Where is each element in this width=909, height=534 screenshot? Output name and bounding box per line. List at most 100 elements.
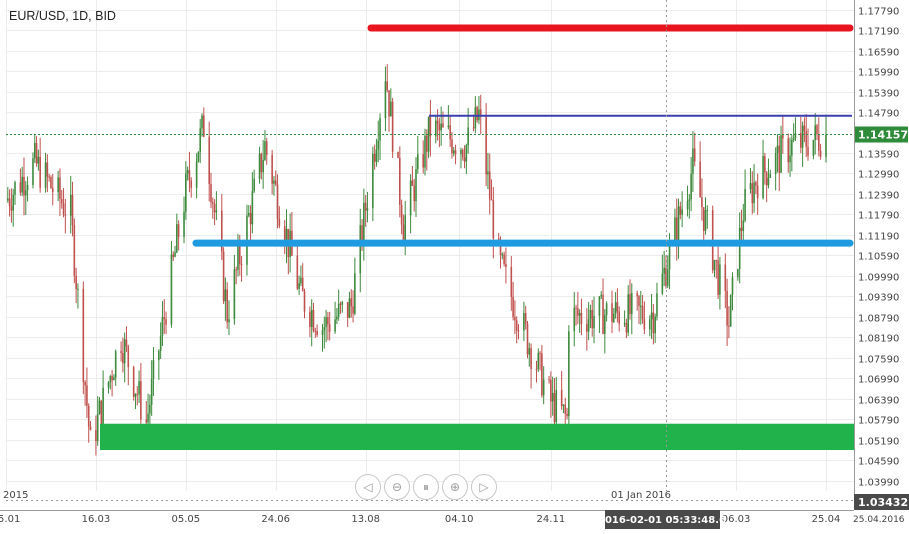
candle-body [517, 330, 520, 332]
candle [578, 309, 581, 333]
candle [310, 299, 313, 347]
candle-body [740, 227, 743, 231]
chevron-right-icon[interactable]: ▷ [471, 474, 497, 500]
candle [60, 189, 63, 209]
candle [753, 164, 755, 213]
candle [14, 180, 16, 205]
candle [663, 250, 665, 287]
candle [677, 198, 680, 259]
candle [75, 267, 77, 304]
candle-body [681, 209, 683, 215]
candle [454, 144, 457, 165]
candle-body [476, 107, 478, 121]
support-zone-green[interactable] [100, 423, 854, 451]
candle [562, 404, 565, 414]
candle [438, 117, 441, 148]
candle [501, 252, 504, 260]
candle [384, 66, 387, 132]
candle-body [751, 183, 754, 204]
candle-body [562, 404, 565, 407]
candle-body [69, 194, 72, 216]
candle [693, 132, 696, 167]
candle-body [59, 177, 61, 199]
candle [188, 151, 191, 193]
zoom-out-icon[interactable]: ⊖ [384, 474, 410, 500]
reset-zoom-icon[interactable]: ⏸ [413, 474, 439, 500]
candle [711, 205, 714, 274]
candle [755, 180, 757, 195]
candle-body [701, 197, 703, 208]
candle [203, 107, 205, 138]
candle-body [541, 353, 543, 396]
candle [765, 171, 768, 203]
candle [436, 109, 439, 141]
current-date-label: 25.04.2016 [853, 515, 905, 525]
candle-body [774, 152, 777, 174]
candle-body [434, 120, 437, 137]
candle-body [643, 319, 646, 330]
candle [379, 113, 381, 161]
candle-body [233, 269, 236, 320]
candle-body [474, 107, 477, 129]
price-tick-label: 1.04590 [858, 457, 899, 468]
candle-body [348, 298, 351, 318]
candle [717, 246, 719, 300]
candle-body [274, 180, 277, 185]
candle [125, 326, 128, 352]
candle-body [262, 160, 264, 173]
candle-body [384, 81, 387, 119]
candle-body [492, 200, 495, 239]
candle [6, 186, 9, 203]
candle-body [37, 156, 40, 164]
candle-body [19, 182, 22, 193]
candle-body [411, 180, 414, 186]
candle-body [136, 393, 139, 395]
candle [400, 199, 403, 235]
candle [674, 208, 676, 245]
candle-body [627, 294, 629, 333]
chevron-left-icon[interactable]: ◁ [355, 474, 381, 500]
candle [220, 194, 223, 260]
candle [593, 296, 595, 344]
candle [262, 140, 264, 189]
candle [515, 316, 518, 344]
candle [756, 173, 759, 215]
candle [158, 349, 160, 381]
candle [587, 302, 590, 341]
candle [210, 172, 212, 209]
price-tick-label: 1.12390 [858, 191, 899, 202]
candle [726, 278, 728, 346]
candle [738, 212, 741, 284]
candle [176, 213, 178, 254]
candle-body [176, 224, 178, 253]
candle-body [613, 313, 615, 322]
candle-body [553, 392, 556, 423]
candle-body [165, 319, 167, 325]
candle [271, 149, 273, 195]
candle [769, 169, 772, 179]
candle-body [132, 367, 135, 397]
candle-body [337, 303, 340, 317]
candle-body [769, 173, 772, 178]
candle [346, 302, 349, 327]
candle [37, 149, 40, 171]
candle [611, 290, 613, 334]
year-label: 01 Jan 2016 [611, 490, 671, 501]
candle-body [400, 204, 403, 225]
candle [792, 123, 795, 143]
candle-body [127, 346, 130, 368]
candle [300, 265, 302, 287]
candle-body [749, 183, 752, 190]
candle [688, 194, 691, 219]
candle [120, 341, 122, 362]
candle [699, 141, 701, 198]
candle [215, 191, 218, 221]
candle-body [756, 185, 759, 199]
candle-body [726, 290, 728, 326]
candle-body [503, 254, 505, 265]
candle [425, 129, 428, 171]
zoom-in-icon[interactable]: ⊕ [442, 474, 468, 500]
candle-body [226, 289, 228, 323]
